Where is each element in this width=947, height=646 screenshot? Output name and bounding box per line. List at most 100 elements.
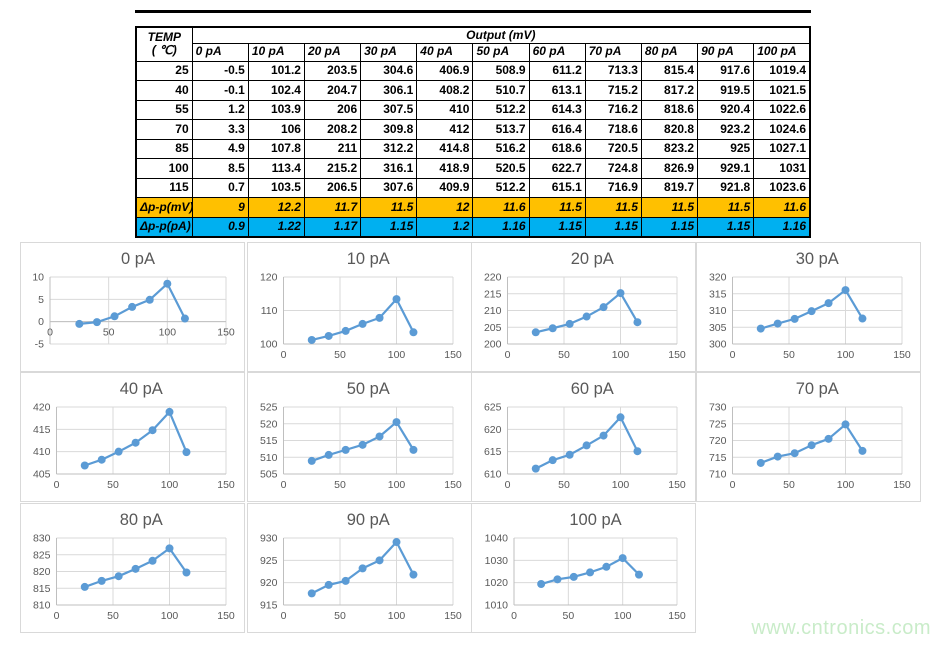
data-point-marker [807,307,816,316]
delta-mv-row: Δp-p(mV) 9 12.2 11.7 11.5 12 11.6 11.5 11.5 11.5 1… [135,197,811,218]
y-tick-label: 305 [709,322,727,334]
data-point-marker [341,445,350,454]
delta-value-cell: 1.15 [584,216,642,237]
chart-10-pa: 100 110 120 0 50 100 150 10 pA [247,242,472,372]
y-tick-label: 310 [709,305,727,317]
value-cell: 616.4 [528,119,586,140]
x-tick-label: 150 [444,349,462,361]
chart-title: 70 pA [796,380,839,398]
data-point-marker [756,324,765,333]
y-tick-label: 525 [260,402,278,414]
value-cell: 409.9 [416,177,474,198]
value-cell: 204.7 [303,80,362,101]
table-row: 55 1.2 103.9 206 307.5 410 512.2 614.3 716.2 818.… [135,99,811,120]
data-point-marker [307,589,316,598]
data-point-marker [409,328,418,337]
y-tick-label: 715 [709,452,727,464]
temp-cell: 55 [135,99,193,120]
watermark: www.cntronics.com [751,617,931,639]
value-cell: 215.2 [303,158,362,179]
data-point-marker [616,289,625,298]
value-cell: 823.2 [640,138,699,159]
data-point-marker [307,335,316,344]
data-point-marker [97,576,106,585]
data-point-marker [131,564,140,573]
value-cell: 919.5 [697,80,755,101]
delta-value-cell: 11.5 [697,197,755,218]
y-tick-label: 505 [260,469,278,481]
column-header: 100 pA [753,42,811,62]
data-point-marker [114,572,123,581]
value-cell: 1023.6 [753,177,811,198]
y-tick-label: 825 [33,549,51,561]
column-header: 90 pA [697,42,755,62]
data-point-marker [165,544,174,553]
value-cell: 713.3 [584,60,642,81]
chart-title: 0 pA [121,250,155,268]
y-tick-label: 925 [260,555,278,567]
value-cell: 410 [416,99,474,120]
value-cell: 101.2 [247,60,305,81]
delta-value-cell: 11.5 [640,197,699,218]
y-tick-label: 320 [709,272,727,284]
value-cell: 106 [247,119,305,140]
column-header: 30 pA [360,42,418,62]
y-tick-label: 405 [33,469,51,481]
value-cell: 1021.5 [753,80,811,101]
y-tick-label: 410 [33,446,51,458]
x-tick-label: 50 [334,349,346,361]
x-tick-label: 50 [558,479,570,491]
data-point-marker [841,420,850,429]
x-tick-label: 0 [281,479,287,491]
value-cell: 921.8 [697,177,755,198]
value-cell: 316.1 [360,158,418,179]
y-tick-label: 720 [709,435,727,447]
data-point-marker [586,568,595,577]
value-cell: 208.2 [303,119,362,140]
x-tick-label: 50 [107,479,119,491]
data-point-marker [773,319,782,328]
y-tick-label: 610 [484,469,502,481]
y-tick-label: 615 [484,446,502,458]
x-tick-label: 100 [161,610,179,622]
x-tick-label: 150 [893,479,911,491]
value-cell: 414.8 [416,138,474,159]
data-point-marker [375,556,384,565]
value-cell: 622.7 [528,158,586,179]
y-tick-label: 5 [38,294,44,306]
x-tick-label: 100 [837,349,855,361]
value-cell: 716.2 [584,99,642,120]
value-cell: 309.8 [360,119,418,140]
data-point-marker [358,564,367,573]
x-tick-label: 150 [668,479,686,491]
data-point-marker [110,312,119,321]
y-tick-label: 205 [484,322,502,334]
x-tick-label: 50 [107,610,119,622]
value-cell: 718.6 [584,119,642,140]
y-tick-label: 420 [33,402,51,414]
x-tick-label: 0 [54,479,60,491]
table-row: 85 4.9 107.8 211 312.2 414.8 516.2 618.6 720.5 82… [135,138,811,159]
output-table: TEMP ( ℃) Output (mV) 0 pA 10 pA 20 pA 30 p… [135,26,811,238]
y-tick-label: 220 [484,272,502,284]
column-header: 40 pA [416,42,474,62]
temp-cell: 70 [135,119,193,140]
y-tick-label: 725 [709,418,727,430]
value-cell: 1031 [753,158,811,179]
data-point-marker [80,461,89,470]
chart-100-pa: 1010 1020 1030 1040 0 50 100 150 100 pA [471,503,696,633]
data-point-marker [128,302,137,311]
data-point-marker [165,407,174,416]
value-cell: 815.4 [640,60,699,81]
y-tick-label: 810 [33,600,51,612]
x-tick-label: 0 [505,479,511,491]
x-tick-label: 150 [444,610,462,622]
chart-50-pa: 505 510 515 520 525 0 50 100 150 50 pA [247,372,472,502]
y-tick-label: 625 [484,402,502,414]
column-header: 50 pA [472,42,530,62]
delta-value-cell: 1.15 [360,216,418,237]
x-tick-label: 0 [54,610,60,622]
x-tick-label: 50 [562,610,574,622]
data-point-marker [97,455,106,464]
data-point-marker [634,570,643,579]
